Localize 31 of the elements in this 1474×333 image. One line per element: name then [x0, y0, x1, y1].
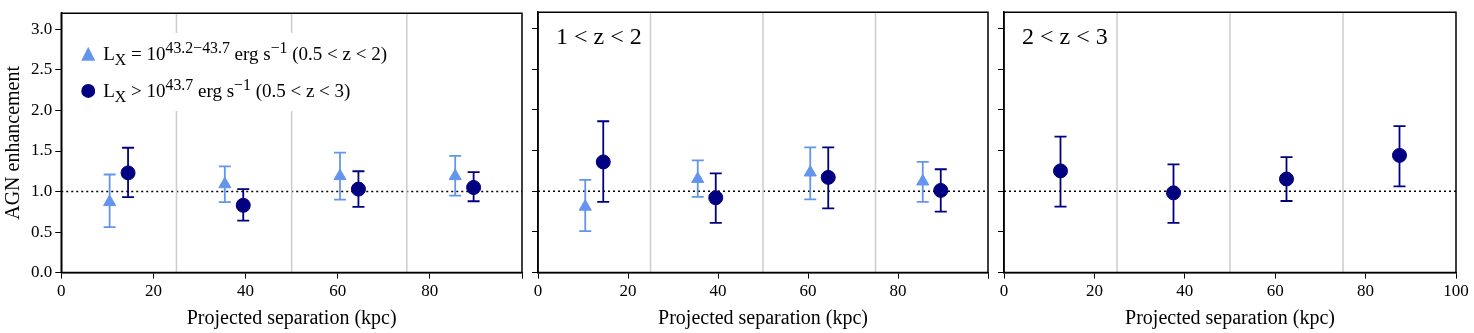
y-tick-label: 1.5	[31, 140, 53, 160]
y-tick-label: 3.0	[31, 18, 53, 38]
x-tick-label: 20	[144, 281, 162, 301]
x-tick-label: 20	[619, 281, 637, 301]
x-tick-label: 60	[329, 281, 347, 301]
y-tick-label: 0.0	[31, 262, 53, 282]
x-tick-label: 0	[999, 281, 1009, 301]
x-tick-label: 80	[1357, 281, 1375, 301]
x-tick-label: 80	[421, 281, 439, 301]
x-axis-title: Projected separation (kpc)	[1125, 306, 1335, 330]
legend-label: L$_{X}$ = 10$^{43.2−43.7}$ erg s$^{−1}$ (0.5 < z < 2)	[103, 38, 388, 71]
x-axis-title: Projected separation (kpc)	[186, 306, 397, 330]
annotation: 2 < z < 3	[1022, 23, 1108, 50]
x-tick-label: 60	[799, 281, 817, 301]
y-tick-label: 0.5	[31, 221, 53, 241]
x-tick-label: 40	[1176, 281, 1194, 301]
x-tick-label: 20	[1085, 281, 1103, 301]
x-tick-label: 60	[1266, 281, 1284, 301]
x-tick-label: 100	[1443, 281, 1469, 301]
x-axis-title: Projected separation (kpc)	[658, 306, 868, 330]
y-tick-label: 2.0	[31, 99, 53, 119]
x-tick-label: 40	[709, 281, 727, 301]
y-tick-label: 1.0	[31, 181, 53, 201]
y-tick-label: 2.5	[31, 59, 53, 79]
x-tick-label: 0	[533, 281, 543, 301]
x-tick-label: 0	[57, 281, 66, 301]
annotation: 1 < z < 2	[556, 23, 642, 50]
x-tick-label: 80	[889, 281, 907, 301]
legend-label: L$_{X}$ > 10$^{43.7}$ erg s$^{−1}$ (0.5 < z < 3)	[103, 75, 351, 108]
y-axis-title: AGN enhancement	[1, 65, 24, 220]
x-tick-label: 40	[237, 281, 255, 301]
